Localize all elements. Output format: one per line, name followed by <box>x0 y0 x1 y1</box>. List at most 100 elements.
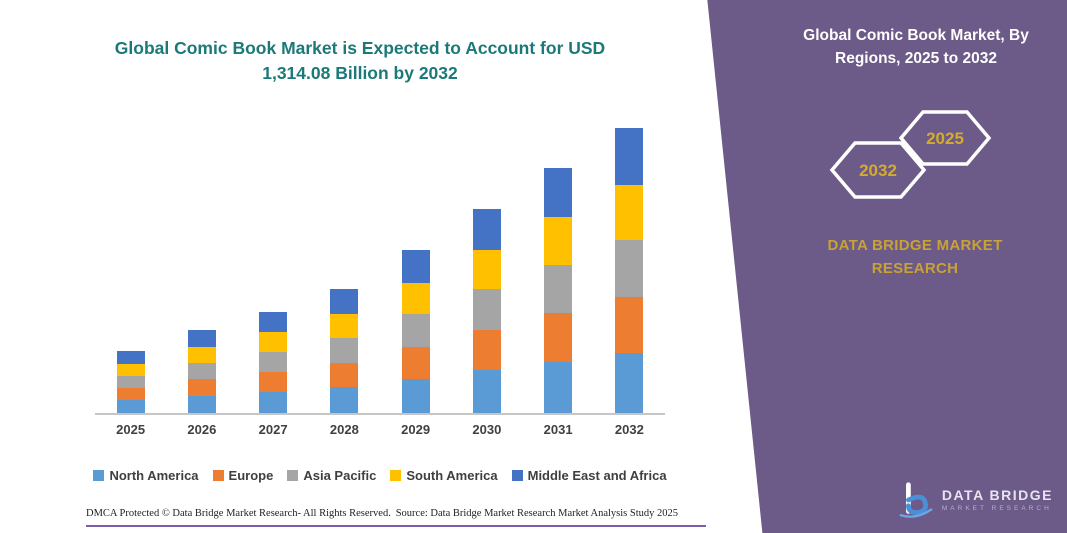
bar-segment <box>259 371 288 392</box>
bar-segment <box>187 363 216 380</box>
bar-column-2029 <box>380 128 451 413</box>
stacked-bar-2028 <box>330 289 359 413</box>
bar-column-2027 <box>238 128 309 413</box>
bar-segment <box>401 249 430 283</box>
bar-segment <box>330 338 359 363</box>
bar-segment <box>116 364 145 377</box>
bar-segment <box>187 379 216 396</box>
x-axis-label: 2027 <box>258 422 288 437</box>
bar-segment <box>544 168 573 218</box>
bar-segment <box>544 264 573 314</box>
x-axis-label: 2026 <box>187 422 217 437</box>
bar-segment <box>259 311 288 333</box>
plot-wrap: 2025 2026 2027 2028 2029 2030 2031 2032 <box>95 128 665 437</box>
bar-segment <box>615 353 644 413</box>
logo-b-icon <box>899 482 933 518</box>
stacked-bar-2025 <box>116 351 145 413</box>
bar-segment <box>330 362 359 387</box>
chart-title-line2: 1,314.08 Billion by 2032 <box>262 63 458 84</box>
bar-segment <box>472 288 501 330</box>
legend-item: South America <box>390 468 498 483</box>
bar-column-2025 <box>95 128 166 413</box>
bar-segment <box>401 282 430 315</box>
bar-segment <box>544 361 573 413</box>
bar-segment <box>544 313 573 362</box>
dmca-text: DMCA Protected © Data Bridge Market Rese… <box>86 508 391 519</box>
legend-label: Middle East and Africa <box>527 468 667 483</box>
bar-segment <box>259 351 288 372</box>
x-axis-label: 2025 <box>116 422 146 437</box>
logo-title: DATA BRIDGE <box>941 486 1053 503</box>
bar-segment <box>187 330 216 347</box>
stacked-bar-2027 <box>259 311 288 413</box>
bar-segment <box>401 314 430 347</box>
x-axis-label: 2029 <box>401 422 431 437</box>
bar-column-2028 <box>309 128 380 413</box>
bar-segment <box>330 314 359 339</box>
legend-item: Middle East and Africa <box>511 468 667 483</box>
bar-segment <box>472 370 501 413</box>
bar-column-2030 <box>451 128 522 413</box>
bar-segment <box>401 378 430 413</box>
bar-segment <box>259 332 288 352</box>
bar-segment <box>472 208 501 250</box>
bar-segment <box>401 346 430 379</box>
hexagon-2032 <box>829 141 927 199</box>
stacked-bar-2032 <box>615 128 644 413</box>
legend-swatch <box>93 470 105 481</box>
brand-wordmark: DATA BRIDGE MARKET RESEARCH <box>827 237 1003 277</box>
legend-swatch <box>390 470 402 481</box>
x-axis-label: 2028 <box>329 422 359 437</box>
logo-texts: DATA BRIDGE MARKET RESEARCH <box>941 486 1053 513</box>
legend-label: Asia Pacific <box>303 468 377 483</box>
bar-segment <box>116 376 145 389</box>
bar-segment <box>330 386 359 413</box>
legend: North America Europe Asia Pacific South Ame… <box>80 468 680 483</box>
legend-item: North America <box>93 468 199 483</box>
bar-column-2032 <box>594 128 665 413</box>
side-panel: Global Comic Book Market, By Regions, 20… <box>707 0 1067 533</box>
panel-title: Global Comic Book Market, By Regions, 20… <box>803 27 1029 68</box>
stacked-bar-2029 <box>401 249 430 413</box>
bar-segment <box>187 346 216 364</box>
stacked-bar-2031 <box>544 168 573 413</box>
hexagon-2032-label: 2032 <box>859 161 897 180</box>
bar-segment <box>472 329 501 371</box>
legend-swatch <box>287 470 299 481</box>
x-axis-label: 2030 <box>472 422 502 437</box>
legend-label: North America <box>109 468 199 483</box>
legend-label: Europe <box>228 468 274 483</box>
bar-segment <box>615 296 644 354</box>
footer: DMCA Protected © Data Bridge Market Rese… <box>86 508 678 519</box>
hexagon-2025-label: 2025 <box>926 129 964 148</box>
legend-item: Asia Pacific <box>287 468 376 483</box>
stacked-bar-2026 <box>187 330 216 413</box>
legend-label: South America <box>406 468 498 483</box>
bar-segment <box>187 395 216 413</box>
x-axis-label: 2032 <box>614 422 644 437</box>
bar-segment <box>259 391 288 413</box>
source-text: Source: Data Bridge Market Research Mark… <box>395 508 678 519</box>
bar-segment <box>116 351 145 365</box>
bar-segment <box>472 249 501 289</box>
logo-subtitle: MARKET RESEARCH <box>941 505 1052 513</box>
bar-segment <box>615 240 644 297</box>
bar-segment <box>330 289 359 315</box>
legend-swatch <box>212 470 224 481</box>
bar-segment <box>116 400 145 413</box>
chart-title: Global Comic Book Market is Expected to … <box>50 36 670 87</box>
bar-segment <box>615 128 644 186</box>
bar-column-2031 <box>523 128 594 413</box>
stacked-bar-2030 <box>472 208 501 413</box>
bar-segment <box>544 217 573 265</box>
hexagon-badges: 2025 2032 <box>820 100 1005 220</box>
legend-swatch <box>511 470 523 481</box>
company-logo: DATA BRIDGE MARKET RESEARCH <box>897 481 1053 519</box>
hexagon-2025 <box>898 110 992 166</box>
bar-column-2026 <box>166 128 237 413</box>
x-axis-label: 2031 <box>543 422 573 437</box>
x-axis-labels: 2025 2026 2027 2028 2029 2030 2031 2032 <box>95 422 665 437</box>
plot-area <box>95 128 665 413</box>
footer-divider <box>86 525 706 527</box>
